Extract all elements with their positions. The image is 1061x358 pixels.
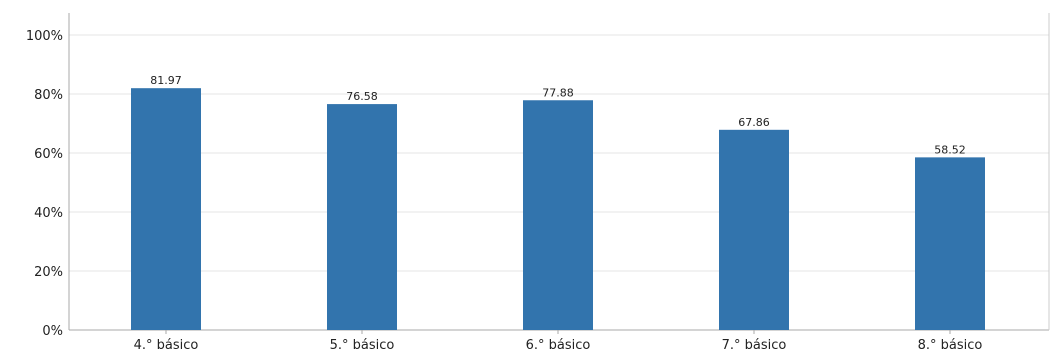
- bars: [131, 88, 985, 331]
- data-labels: 81.97 76.58 77.88 67.86 58.52: [150, 74, 966, 156]
- y-tick-label: 60%: [34, 147, 63, 162]
- bar-value-label: 77.88: [542, 86, 574, 99]
- x-tick-label: 7.° básico: [722, 338, 787, 353]
- x-axis-ticks: 4.° básico 5.° básico 6.° básico 7.° básico…: [134, 330, 983, 353]
- bar[interactable]: [131, 88, 201, 330]
- y-tick-label: 0%: [42, 324, 63, 339]
- y-tick-label: 80%: [34, 88, 63, 103]
- bar-value-label: 58.52: [934, 143, 966, 156]
- y-tick-label: 40%: [34, 206, 63, 221]
- y-axis-ticks: 0% 20% 40% 60% 80% 100%: [26, 29, 63, 339]
- bar[interactable]: [719, 129, 789, 330]
- bar-value-label: 81.97: [150, 74, 182, 87]
- y-tick-label: 100%: [26, 29, 63, 44]
- y-tick-label: 20%: [34, 265, 63, 280]
- x-tick-label: 4.° básico: [134, 338, 199, 353]
- bar-value-label: 67.86: [738, 116, 770, 129]
- x-tick-label: 6.° básico: [526, 338, 591, 353]
- bar[interactable]: [327, 104, 397, 331]
- bar-value-label: 76.58: [346, 90, 378, 103]
- x-tick-label: 5.° básico: [330, 338, 395, 353]
- bar[interactable]: [523, 100, 593, 330]
- bar[interactable]: [915, 157, 985, 330]
- x-tick-label: 8.° básico: [918, 338, 983, 353]
